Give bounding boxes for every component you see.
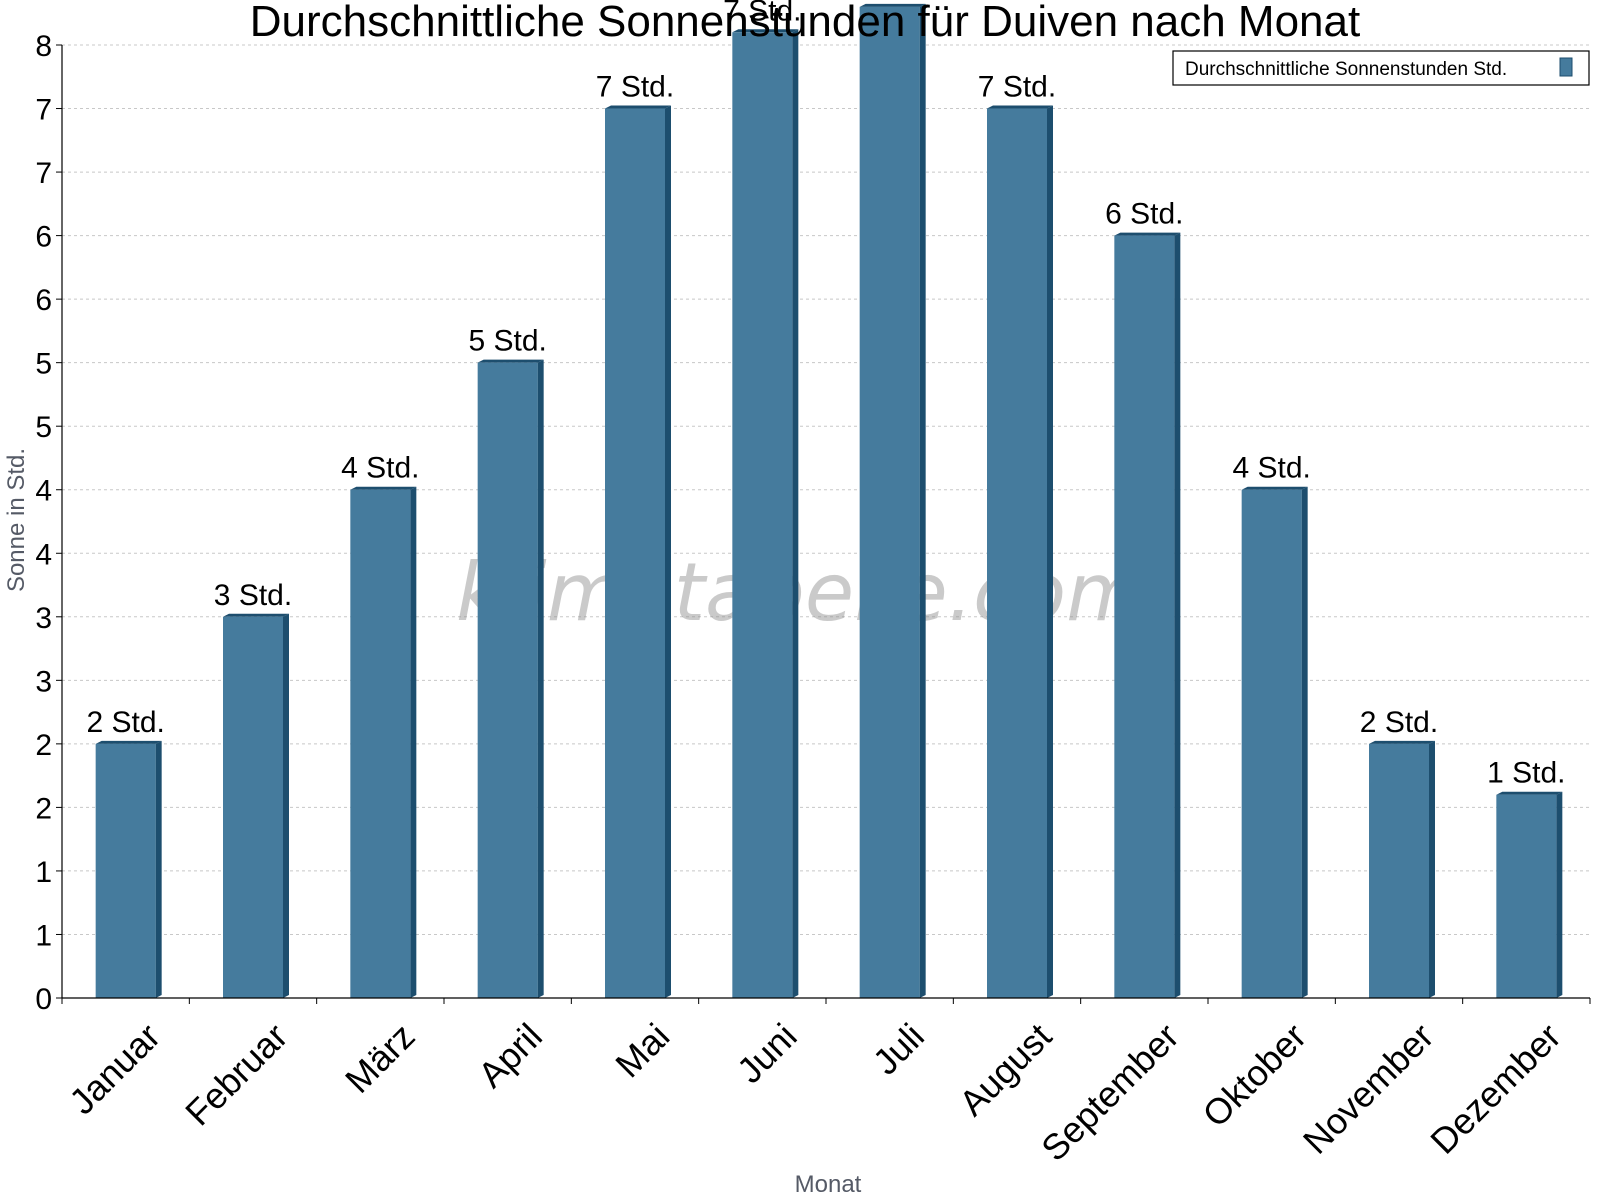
data-label: 4 Std. — [1232, 452, 1310, 485]
bar-side — [283, 613, 289, 998]
bar-april — [477, 362, 538, 999]
y-tick-label: 1 — [35, 919, 52, 952]
chart-title: Durchschnittliche Sonnenstunden für Duiv… — [250, 0, 1360, 46]
legend-box — [1172, 50, 1590, 86]
data-label: 7 Std. — [850, 0, 928, 2]
legend-swatch — [1559, 57, 1573, 77]
x-tick-label: Januar — [61, 1015, 168, 1122]
x-tick-label: September — [1033, 1015, 1187, 1169]
legend-label: Durchschnittliche Sonnenstunden Std. — [1185, 59, 1507, 80]
bar-top — [477, 359, 544, 363]
bar-side — [1301, 486, 1308, 998]
bar-side — [1047, 105, 1053, 999]
y-axis-label: Sonne in Std. — [3, 448, 30, 592]
x-tick-label: Dezember — [1422, 1015, 1568, 1161]
x-tick-label: April — [470, 1015, 550, 1095]
bar-märz — [350, 489, 411, 998]
y-tick-label: 3 — [35, 602, 52, 635]
data-label: 6 Std. — [1105, 198, 1183, 231]
y-tick-label: 0 — [35, 983, 52, 1016]
bar-top — [95, 740, 162, 744]
legend: Durchschnittliche Sonnenstunden Std. — [1172, 50, 1590, 86]
y-tick-label: 2 — [35, 792, 52, 825]
bar-november — [1369, 743, 1429, 998]
x-tick-label: Oktober — [1194, 1015, 1314, 1135]
bar-september — [1114, 235, 1175, 999]
bar-side — [410, 486, 417, 998]
data-label: 7 Std. — [723, 0, 801, 27]
data-label: 7 Std. — [978, 71, 1056, 104]
bar-side — [1556, 791, 1563, 998]
x-tick-label: Juni — [729, 1015, 805, 1091]
x-tick-label: März — [337, 1015, 423, 1101]
bar-side — [1174, 232, 1181, 999]
bar-side — [1429, 740, 1435, 998]
data-label: 4 Std. — [341, 452, 419, 485]
bar-august — [987, 108, 1047, 999]
bar-top — [350, 486, 417, 490]
bar-mai — [605, 108, 665, 999]
bar-juli — [859, 6, 920, 998]
bar-side — [919, 3, 926, 998]
bar-top — [1114, 232, 1181, 236]
x-tick-label: November — [1295, 1015, 1441, 1161]
data-label: 1 Std. — [1487, 757, 1565, 790]
data-label: 2 Std. — [1360, 706, 1438, 739]
bar-top — [987, 105, 1053, 109]
y-tick-label: 3 — [35, 665, 52, 698]
bar-top — [732, 29, 799, 33]
bar-top — [1241, 486, 1308, 490]
data-label: 3 Std. — [214, 579, 292, 612]
grid-lines — [62, 44, 1590, 935]
data-label: 5 Std. — [468, 325, 546, 358]
bar-side — [537, 359, 544, 999]
bar-oktober — [1241, 489, 1302, 998]
bars: 2 Std. 3 Std. 4 Std. 5 Std. 7 Std. 7 Std. 7 St… — [86, 0, 1566, 999]
bar-side — [155, 740, 162, 998]
y-tick-label: 8 — [35, 30, 52, 63]
y-tick-label: 5 — [35, 348, 52, 381]
x-tick-label: Mai — [607, 1015, 677, 1085]
data-label: 2 Std. — [86, 706, 164, 739]
bar-februar — [223, 616, 283, 998]
y-tick-label: 1 — [35, 856, 52, 889]
y-tick-label: 2 — [35, 729, 52, 762]
bar-side — [792, 29, 799, 998]
bar-januar — [95, 743, 156, 998]
bar-top — [223, 613, 289, 617]
y-tick-label: 6 — [35, 284, 52, 317]
y-tick-label: 4 — [35, 538, 52, 571]
x-tick-label: August — [951, 1015, 1059, 1123]
y-tick-label: 7 — [35, 94, 52, 127]
x-axis-label: Monat — [795, 1171, 862, 1198]
y-tick-label: 5 — [35, 411, 52, 444]
bar-juni — [732, 32, 793, 998]
y-tick-label: 4 — [35, 475, 52, 508]
data-label: 7 Std. — [596, 71, 674, 104]
y-tick-label: 6 — [35, 221, 52, 254]
bar-top — [859, 3, 926, 7]
bar-top — [605, 105, 671, 109]
x-tick-label: Juli — [865, 1015, 932, 1082]
bar-top — [1496, 791, 1563, 795]
bar-side — [665, 105, 671, 999]
bar-top — [1369, 740, 1435, 744]
x-tick-label: Februar — [177, 1015, 295, 1133]
y-tick-label: 7 — [35, 157, 52, 190]
bar-dezember — [1496, 794, 1557, 998]
